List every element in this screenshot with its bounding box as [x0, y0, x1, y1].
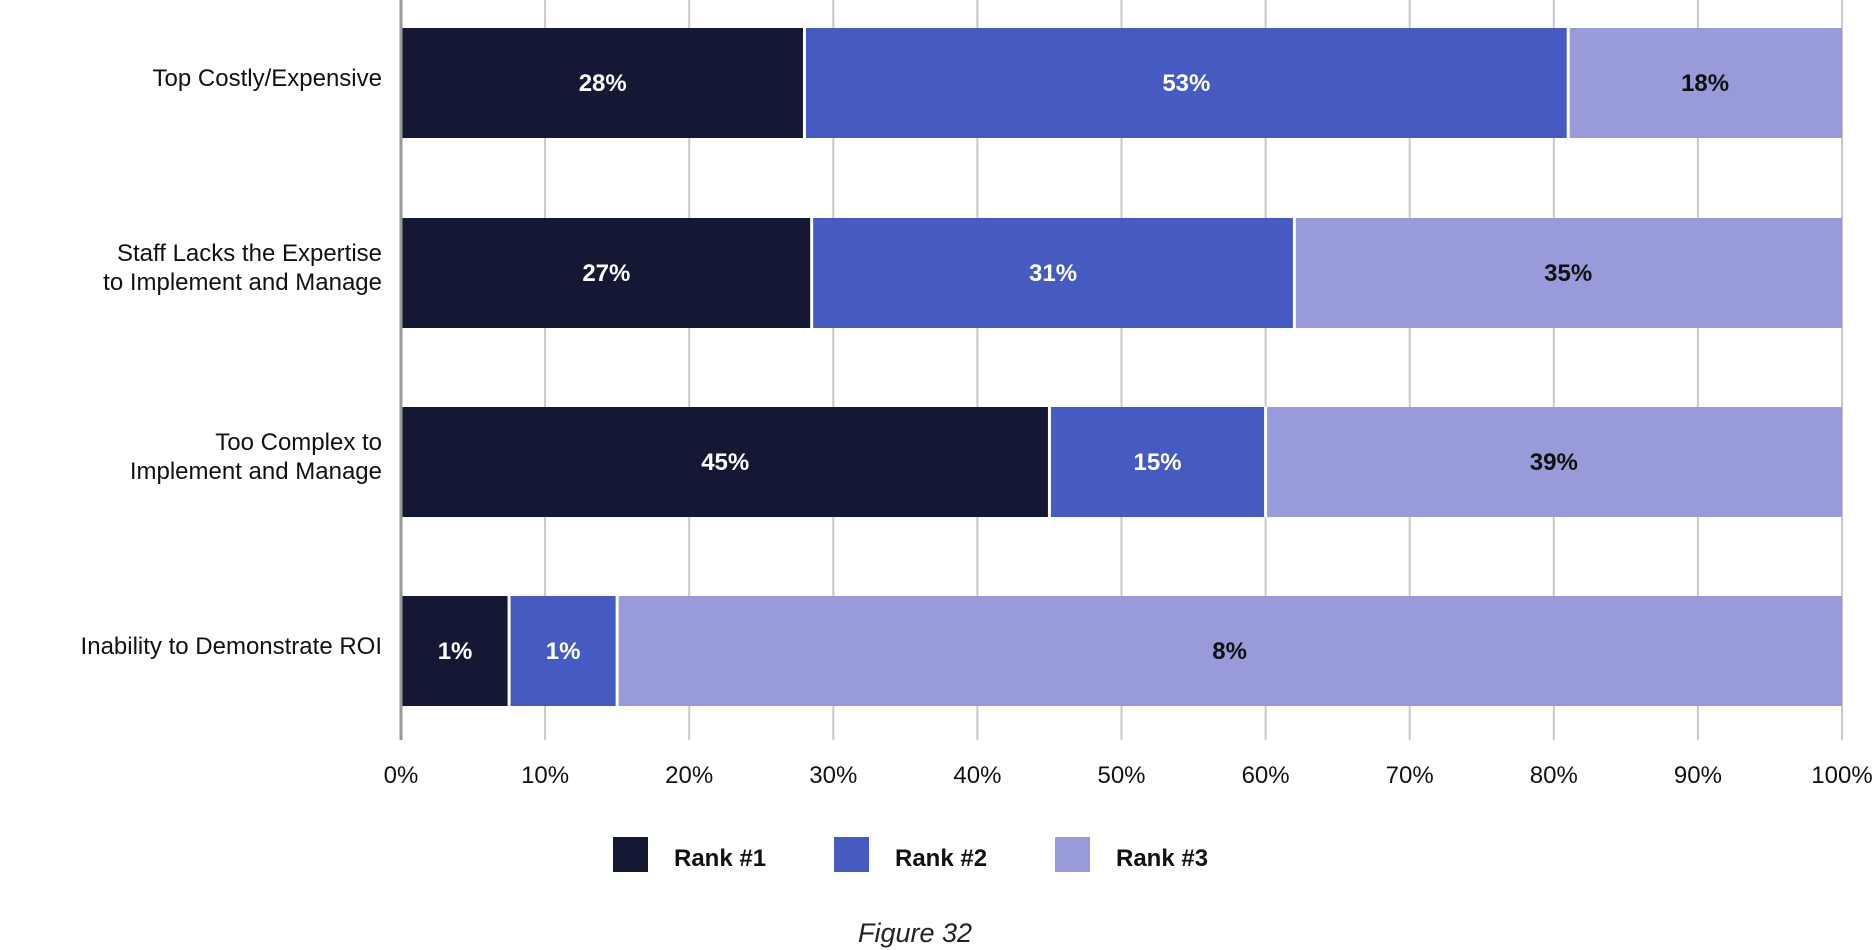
- legend-label: Rank #1: [674, 845, 766, 872]
- category-label: Too Complex to Implement and Manage: [130, 429, 382, 485]
- category-label: Top Costly/Expensive: [153, 65, 382, 92]
- bar-segment: [1568, 28, 1842, 138]
- legend-swatch: [1055, 837, 1090, 872]
- legend-swatch: [613, 837, 648, 872]
- data-label: 28%: [579, 70, 627, 97]
- bar-segment: [617, 596, 1842, 706]
- data-label: 39%: [1530, 449, 1578, 476]
- data-label: 18%: [1681, 70, 1729, 97]
- data-label: 31%: [1029, 260, 1077, 287]
- figure-caption: Figure 32: [857, 918, 973, 948]
- x-tick-label: 20%: [665, 762, 713, 789]
- x-tick-label: 90%: [1674, 762, 1722, 789]
- bar-segment: [401, 407, 1050, 517]
- x-tick-label: 100%: [1811, 762, 1872, 789]
- x-tick-label: 0%: [384, 762, 419, 789]
- bar-segment: [1265, 407, 1842, 517]
- x-tick-label: 60%: [1242, 762, 1290, 789]
- data-label: 53%: [1162, 70, 1210, 97]
- data-label: 8%: [1212, 638, 1247, 665]
- x-tick-label: 40%: [953, 762, 1001, 789]
- bar-segment: [401, 28, 805, 138]
- x-tick-label: 50%: [1097, 762, 1145, 789]
- bar-segment: [401, 218, 812, 328]
- legend-label: Rank #2: [895, 845, 987, 872]
- data-label: 35%: [1544, 260, 1592, 287]
- data-label: 1%: [438, 638, 473, 665]
- bar-segment: [1049, 407, 1266, 517]
- x-tick-label: 70%: [1386, 762, 1434, 789]
- stacked-bar-chart: 28% 53% 18% Top Costly/Expensive 27% 31% 35% St…: [81, 0, 1873, 872]
- data-label: 27%: [582, 260, 630, 287]
- data-label: 45%: [701, 449, 749, 476]
- bar-segment: [401, 596, 510, 706]
- legend-label: Rank #3: [1116, 845, 1208, 872]
- bar-segment: [804, 28, 1569, 138]
- x-tick-label: 30%: [809, 762, 857, 789]
- bar-segment: [1294, 218, 1842, 328]
- bar-segment: [509, 596, 618, 706]
- data-label: 15%: [1134, 449, 1182, 476]
- category-label: Staff Lacks the Expertise to Implement an…: [103, 240, 382, 296]
- legend-swatch: [834, 837, 869, 872]
- x-tick-label: 80%: [1530, 762, 1578, 789]
- category-label: Inability to Demonstrate ROI: [81, 633, 382, 660]
- bar-segment: [811, 218, 1295, 328]
- data-label: 1%: [546, 638, 581, 665]
- x-tick-label: 10%: [521, 762, 569, 789]
